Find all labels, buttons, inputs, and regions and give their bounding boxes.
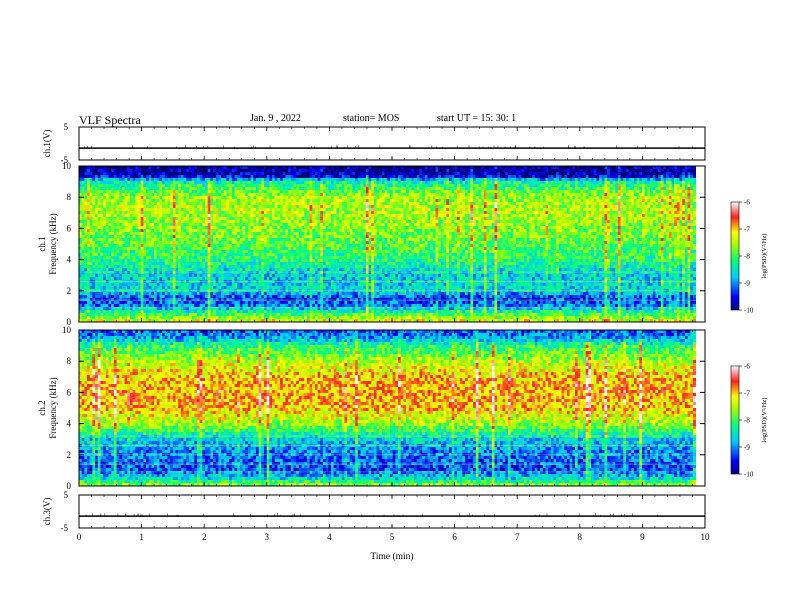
ch3-voltage-y-tick-label: 5 bbox=[64, 490, 69, 500]
ch3-voltage-y-tick-label: -5 bbox=[61, 523, 69, 533]
ch2-spectrogram-y-tick-label: 4 bbox=[67, 419, 72, 429]
x-tick-label: 3 bbox=[265, 532, 270, 542]
ch2-spectrogram-y-tick-label: 2 bbox=[67, 450, 72, 460]
ch3-voltage-frame bbox=[79, 495, 705, 528]
ch1-voltage-y-label: ch.1(V) bbox=[42, 130, 52, 158]
ch1-voltage-y-tick-label: 5 bbox=[64, 122, 69, 132]
ch1-spectrogram-y-tick-label: 6 bbox=[67, 223, 72, 233]
ch2-spectrogram-y-tick-label: 8 bbox=[67, 356, 72, 366]
x-tick-label: 5 bbox=[390, 532, 395, 542]
ch3-voltage-y-label: ch.3(V) bbox=[42, 498, 52, 526]
ch1-spectrogram-y-tick-label: 10 bbox=[62, 161, 72, 171]
ch1-spectrogram-y-tick-label: 2 bbox=[67, 286, 72, 296]
ch2-spectrogram-y-label-channel: ch.2 bbox=[37, 400, 47, 415]
ch2-spectrogram-colorbar-tick-label: -9 bbox=[744, 444, 750, 452]
x-tick-label: 0 bbox=[77, 532, 82, 542]
x-tick-label: 4 bbox=[327, 532, 332, 542]
ch2-spectrogram-colorbar-tick-label: -6 bbox=[744, 363, 750, 371]
x-tick-label: 8 bbox=[578, 532, 583, 542]
ch2-spectrogram-y-tick-label: 6 bbox=[67, 387, 72, 397]
ch1-spectrogram-y-label-channel: ch.1 bbox=[37, 236, 47, 251]
x-tick-label: 1 bbox=[139, 532, 144, 542]
ch2-spectrogram-colorbar-tick-label: -7 bbox=[744, 390, 750, 398]
ch1-voltage-frame bbox=[79, 127, 705, 160]
ch2-spectrogram-heatmap bbox=[79, 330, 696, 486]
ch1-spectrogram-colorbar bbox=[731, 202, 739, 310]
ch1-spectrogram-colorbar-tick-label: -6 bbox=[744, 199, 750, 207]
x-tick-label: 9 bbox=[640, 532, 645, 542]
ch2-spectrogram-colorbar-tick-label: -10 bbox=[744, 471, 754, 479]
x-axis-label: Time (min) bbox=[370, 551, 413, 562]
ch1-spectrogram-y-tick-label: 8 bbox=[67, 192, 72, 202]
ch1-spectrogram-colorbar-tick-label: -9 bbox=[744, 280, 750, 288]
ch1-spectrogram-colorbar-tick-label: -8 bbox=[744, 253, 750, 261]
x-tick-label: 6 bbox=[452, 532, 457, 542]
ch2-spectrogram-colorbar-tick-label: -8 bbox=[744, 417, 750, 425]
ch1-spectrogram-heatmap bbox=[79, 166, 696, 322]
ch2-spectrogram-y-tick-label: 10 bbox=[62, 325, 72, 335]
ch2-spectrogram-y-label-frequency: Frequency (kHz) bbox=[48, 377, 58, 438]
ch1-spectrogram-y-tick-label: 4 bbox=[67, 255, 72, 265]
x-tick-label: 10 bbox=[701, 532, 711, 542]
x-tick-label: 7 bbox=[515, 532, 520, 542]
x-tick-label: 2 bbox=[202, 532, 207, 542]
ch1-spectrogram-colorbar-tick-label: -7 bbox=[744, 226, 750, 234]
ch1-spectrogram-colorbar-tick-label: -10 bbox=[744, 307, 754, 315]
ch2-spectrogram-colorbar-label: log(PSD)(V²/Hz) bbox=[761, 398, 768, 443]
ch1-spectrogram-colorbar-label: log(PSD)(V²/Hz) bbox=[761, 234, 768, 279]
ch1-spectrogram-y-label-frequency: Frequency (kHz) bbox=[48, 213, 58, 274]
ch2-spectrogram-colorbar bbox=[731, 366, 739, 474]
